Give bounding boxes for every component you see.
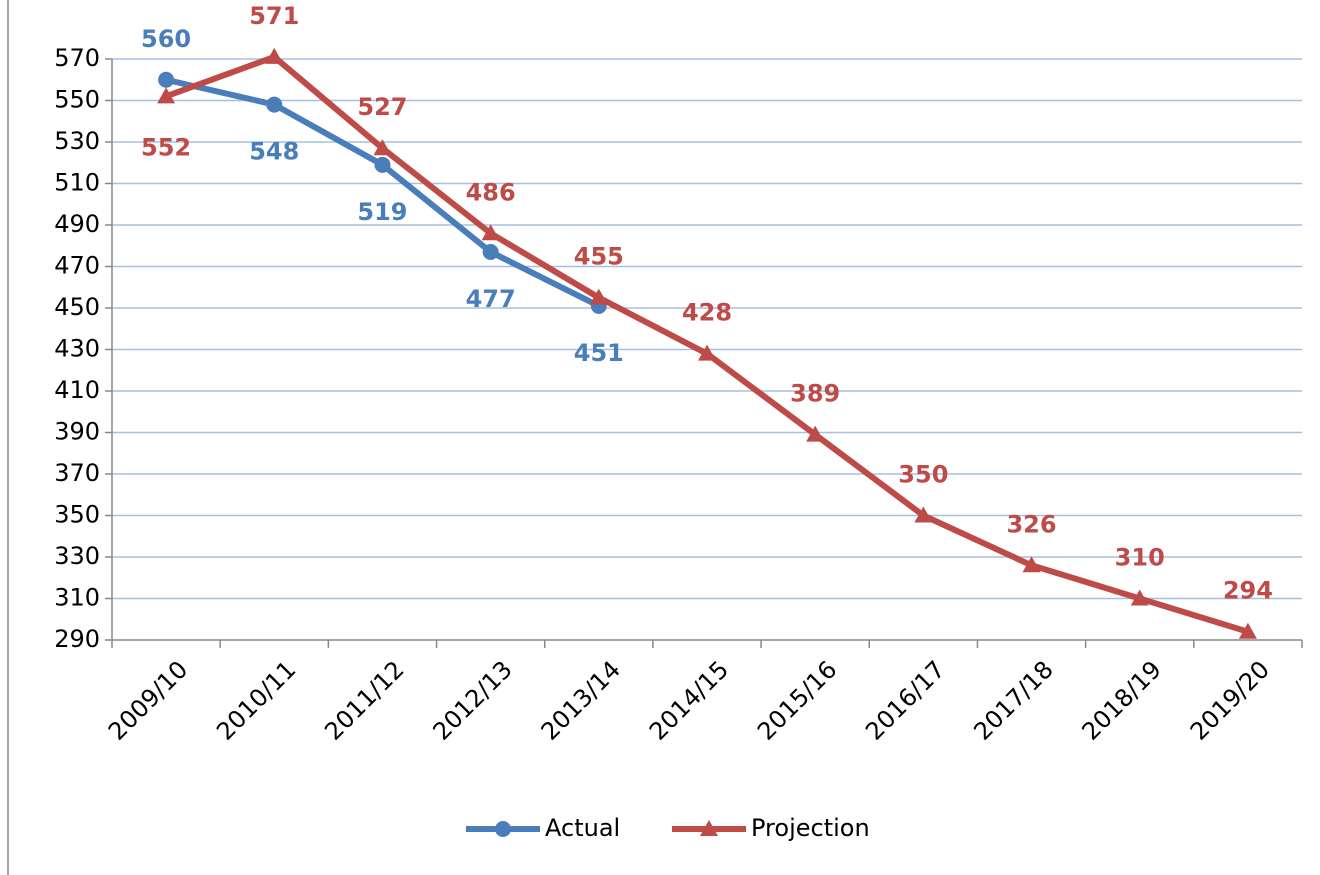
x-tick-label: 2010/11 bbox=[211, 655, 301, 745]
x-tick-label: 2015/16 bbox=[752, 655, 842, 745]
point bbox=[806, 425, 825, 442]
point bbox=[266, 96, 283, 113]
x-tick-label: 2011/12 bbox=[319, 655, 409, 745]
point bbox=[374, 156, 391, 173]
y-tick-label: 310 bbox=[54, 584, 100, 612]
x-tick-label: 2019/20 bbox=[1185, 655, 1275, 745]
x-tick-label: 2014/15 bbox=[644, 655, 734, 745]
point bbox=[1238, 622, 1257, 639]
data-label: 326 bbox=[1006, 510, 1056, 538]
y-tick-label: 370 bbox=[54, 459, 100, 487]
data-label: 310 bbox=[1115, 544, 1165, 572]
data-label: 389 bbox=[790, 380, 840, 408]
point bbox=[914, 506, 933, 523]
y-tick-label: 550 bbox=[54, 86, 100, 114]
legend-label: Projection bbox=[751, 814, 870, 842]
data-label: 519 bbox=[357, 198, 407, 226]
data-label: 571 bbox=[249, 2, 299, 30]
point bbox=[481, 224, 500, 241]
point bbox=[700, 820, 718, 836]
y-tick-label: 530 bbox=[54, 127, 100, 155]
data-label: 560 bbox=[141, 25, 191, 53]
y-tick-label: 410 bbox=[54, 376, 100, 404]
legend-label: Actual bbox=[545, 814, 620, 842]
data-label: 552 bbox=[141, 133, 191, 161]
y-tick-label: 510 bbox=[54, 169, 100, 197]
x-tick-label: 2009/10 bbox=[103, 655, 193, 745]
x-tick-label: 2016/17 bbox=[860, 655, 950, 745]
y-tick-label: 350 bbox=[54, 501, 100, 529]
data-label: 455 bbox=[574, 243, 624, 271]
point bbox=[373, 139, 392, 156]
y-tick-label: 290 bbox=[54, 625, 100, 653]
y-tick-label: 390 bbox=[54, 418, 100, 446]
data-label: 527 bbox=[357, 93, 407, 121]
series-line bbox=[165, 53, 1249, 635]
data-label: 294 bbox=[1223, 577, 1273, 605]
y-tick-label: 330 bbox=[54, 542, 100, 570]
y-tick-label: 470 bbox=[54, 252, 100, 280]
point bbox=[698, 344, 716, 361]
data-label: 350 bbox=[898, 461, 948, 489]
x-tick-label: 2012/13 bbox=[428, 655, 518, 745]
y-tick-label: 430 bbox=[54, 335, 100, 363]
data-label: 428 bbox=[682, 299, 732, 327]
x-tick-label: 2017/18 bbox=[968, 655, 1058, 745]
data-label: 477 bbox=[466, 285, 516, 313]
data-label: 548 bbox=[249, 138, 299, 166]
y-tick-label: 450 bbox=[54, 293, 100, 321]
point bbox=[265, 47, 284, 64]
point bbox=[1130, 589, 1149, 606]
x-tick-label: 2013/14 bbox=[536, 655, 626, 745]
point bbox=[482, 243, 499, 260]
y-tick-label: 490 bbox=[54, 210, 100, 238]
point bbox=[495, 821, 511, 837]
point bbox=[157, 87, 176, 104]
x-tick-label: 2018/19 bbox=[1077, 655, 1167, 745]
point bbox=[1022, 556, 1041, 573]
y-tick-label: 570 bbox=[54, 44, 100, 72]
data-label: 451 bbox=[574, 339, 624, 367]
point bbox=[158, 71, 175, 88]
point bbox=[589, 288, 608, 305]
data-label: 486 bbox=[466, 178, 516, 206]
chart-frame bbox=[7, 0, 9, 875]
